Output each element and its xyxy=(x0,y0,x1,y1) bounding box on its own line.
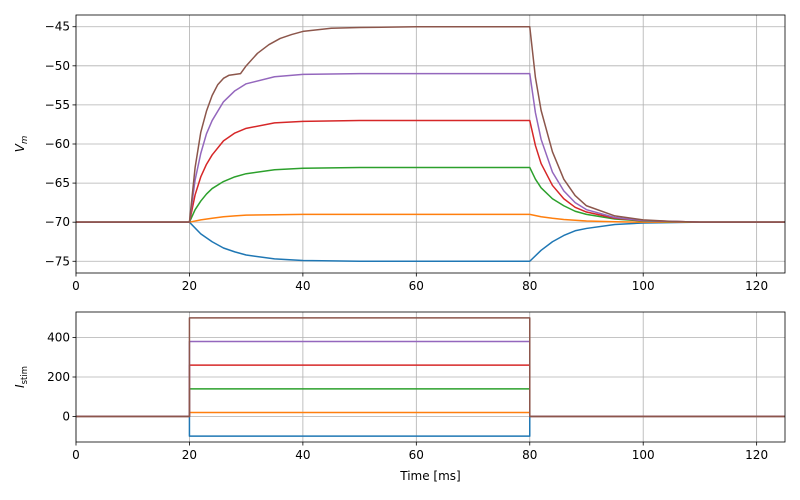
voltage-panel: 0 20 40 60 80 100 120 −75 −70 −65 −60 −55 −50 −45 Vm xyxy=(13,14,786,293)
y-tick-label: 400 xyxy=(47,331,70,345)
x-axis-label: Time [ms] xyxy=(399,469,461,483)
x-tick-label: 60 xyxy=(409,279,424,293)
series-line-1 xyxy=(76,213,785,223)
x-tick-label: 80 xyxy=(522,448,537,462)
x-tick-label: 120 xyxy=(745,279,768,293)
x-tick-label: 0 xyxy=(72,279,80,293)
stimulus-current-panel: 0 20 40 60 80 100 120 0 200 400 Istim Time [ms] xyxy=(13,311,786,483)
y-tick-label: −55 xyxy=(45,98,70,112)
y-tick-label: −70 xyxy=(45,215,70,229)
x-tick-label: 40 xyxy=(295,279,310,293)
y-axis-label: Vm xyxy=(13,136,30,153)
y-tick-label: −45 xyxy=(45,20,70,34)
y-axis-label: Istim xyxy=(13,366,30,388)
x-tick-label: 0 xyxy=(72,448,80,462)
x-tick-label: 20 xyxy=(182,279,197,293)
series-line-5 xyxy=(76,25,785,223)
y-tick-label: −75 xyxy=(45,254,70,268)
x-tick-label: 100 xyxy=(632,279,655,293)
series-line-3 xyxy=(76,119,785,223)
y-tick-label: 200 xyxy=(47,370,70,384)
y-tick-label: −50 xyxy=(45,59,70,73)
y-tick-label: −65 xyxy=(45,176,70,190)
y-tick-label: −60 xyxy=(45,137,70,151)
series-group xyxy=(76,317,785,437)
series-line-4 xyxy=(76,72,785,223)
series-group xyxy=(76,25,785,263)
y-tick-label: 0 xyxy=(62,409,70,423)
x-tick-label: 20 xyxy=(182,448,197,462)
series-line-0 xyxy=(76,415,785,437)
series-line-5 xyxy=(76,317,785,418)
series-line-4 xyxy=(76,340,785,418)
x-tick-label: 100 xyxy=(632,448,655,462)
x-tick-label: 60 xyxy=(409,448,424,462)
x-tick-label: 80 xyxy=(522,279,537,293)
x-tick-label: 40 xyxy=(295,448,310,462)
series-line-2 xyxy=(76,166,785,223)
series-line-0 xyxy=(76,221,785,263)
x-tick-label: 120 xyxy=(745,448,768,462)
series-line-3 xyxy=(76,364,785,418)
